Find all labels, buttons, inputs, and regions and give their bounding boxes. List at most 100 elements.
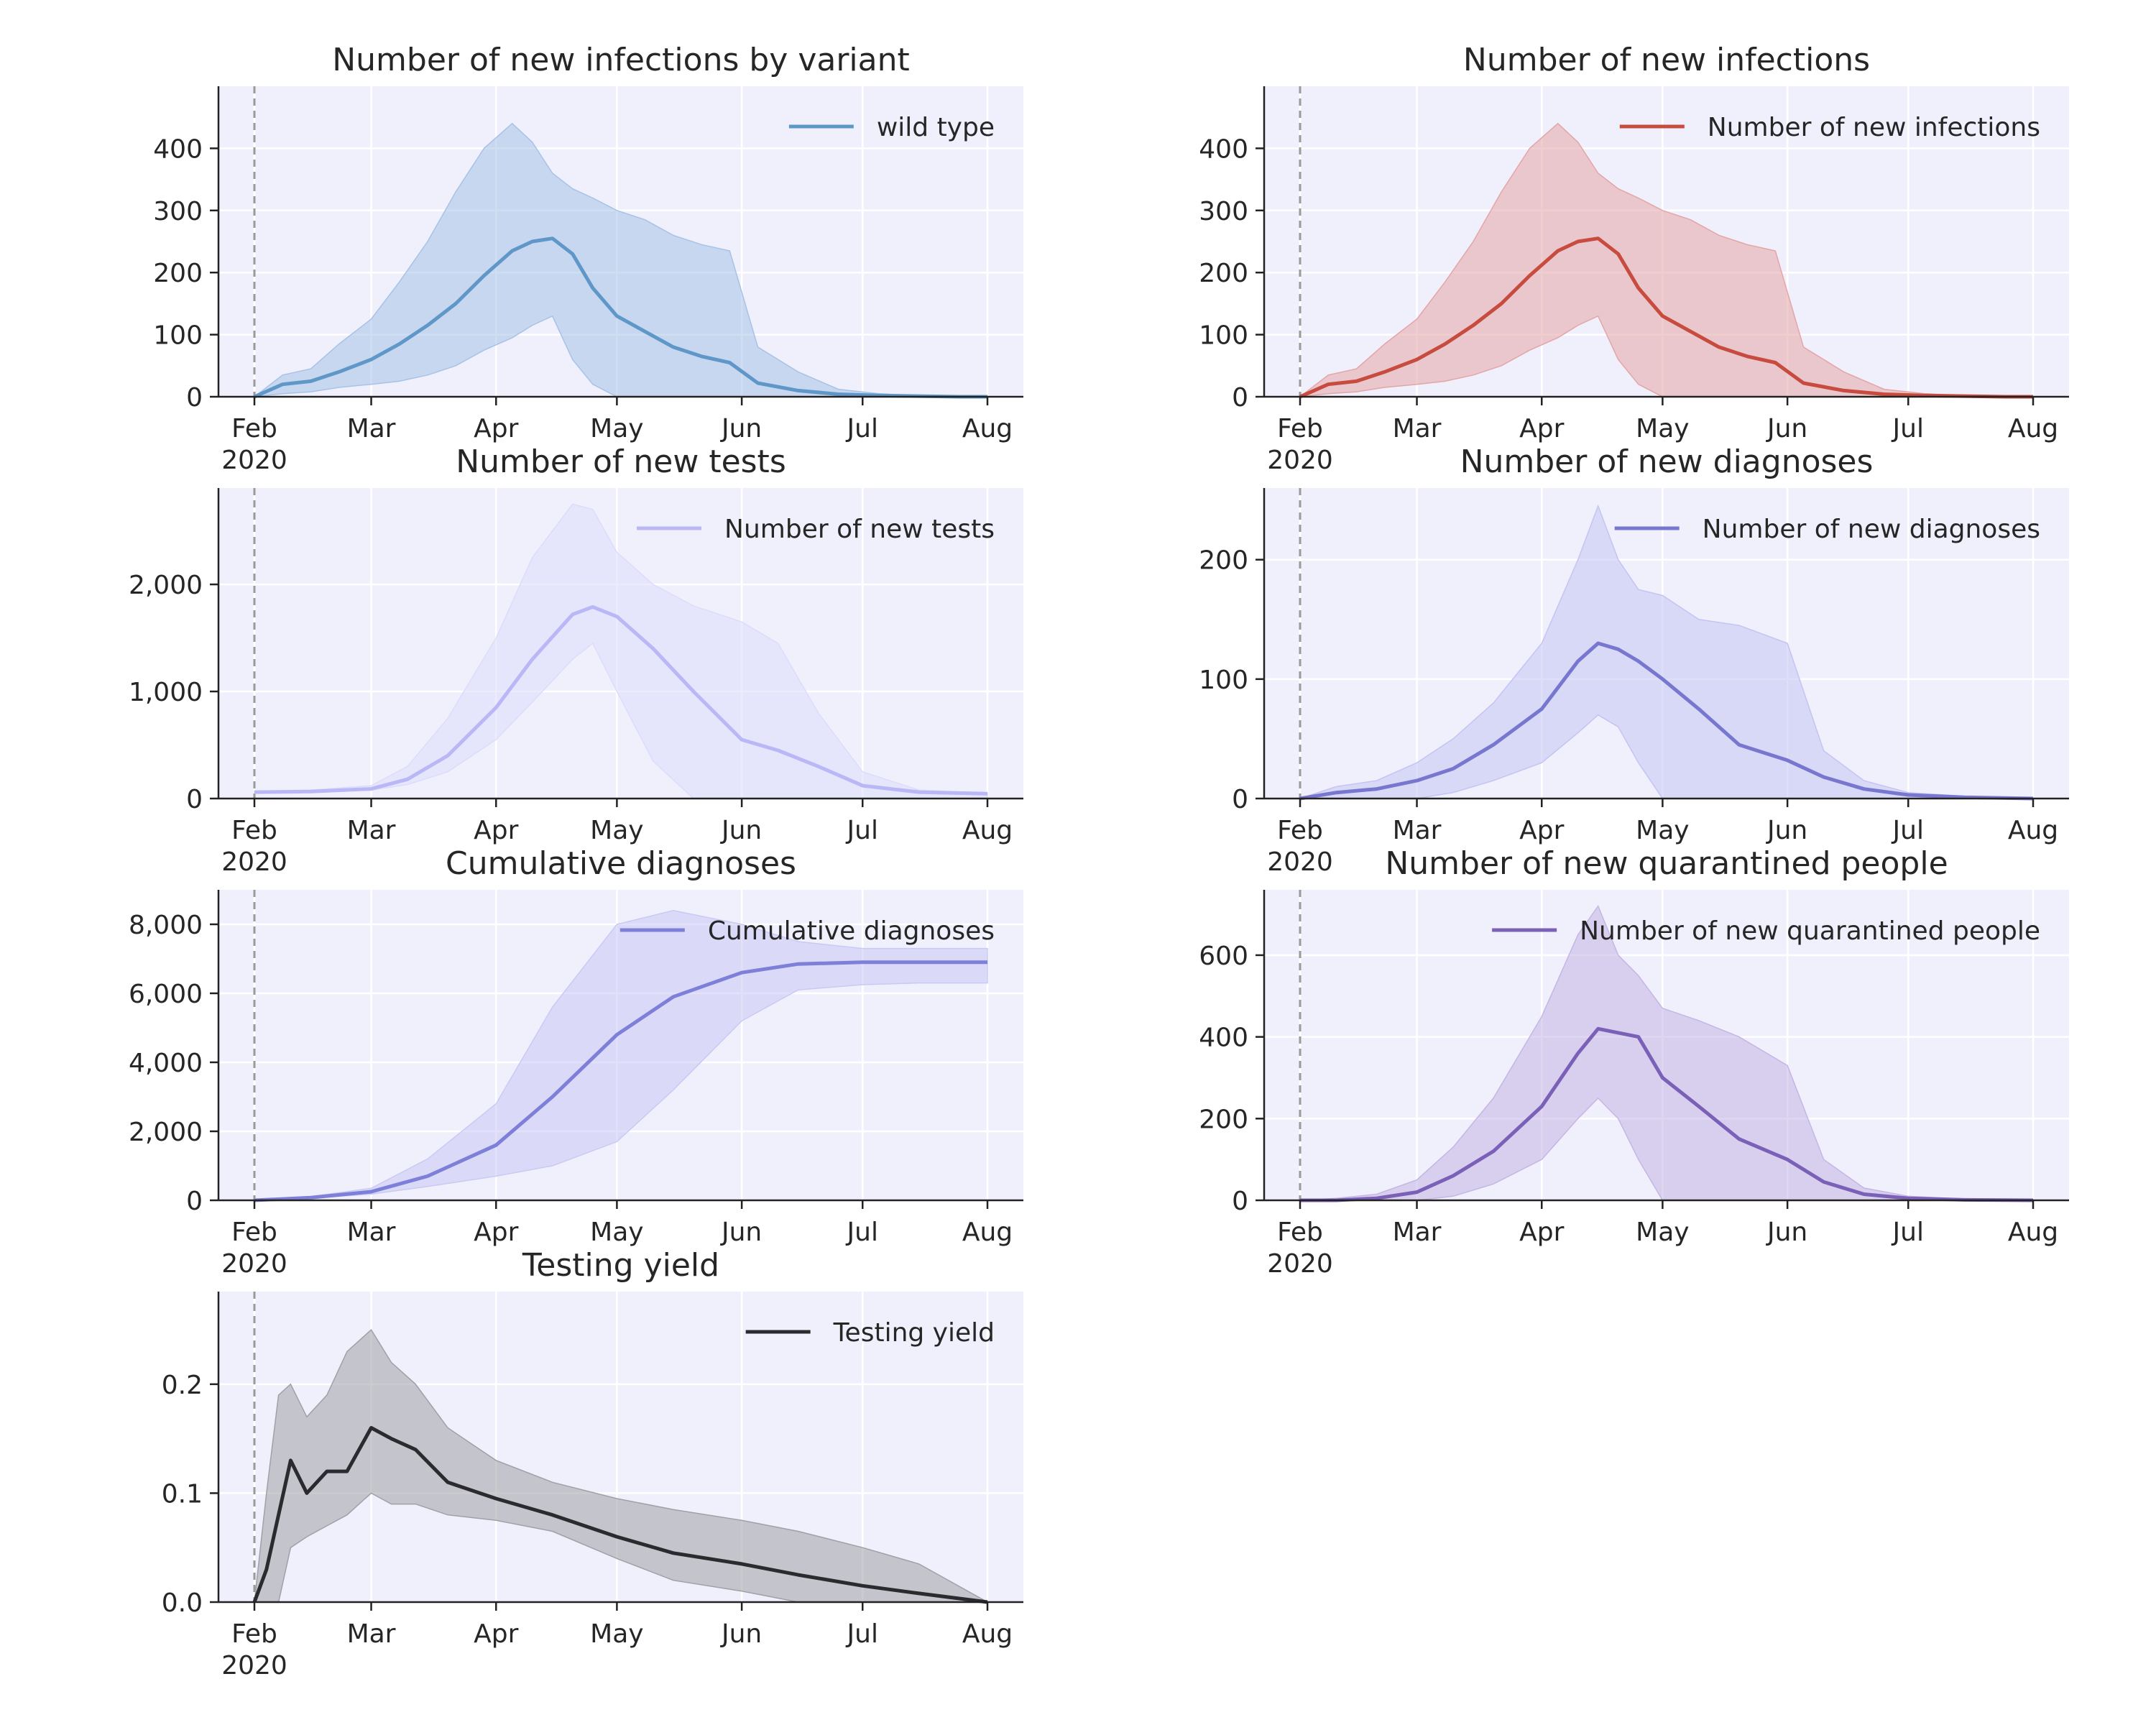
legend-label: Number of new tests	[724, 515, 995, 544]
series-line	[1299, 641, 2034, 801]
y-tick-label: 0	[186, 383, 203, 413]
chart-title: Number of new quarantined people	[1385, 845, 1948, 882]
y-tick-label: 0.1	[162, 1479, 203, 1509]
y-tick-label: 200	[153, 259, 203, 288]
chart-title: Number of new diagnoses	[1460, 443, 1874, 480]
x-tick-label: Jul	[846, 414, 878, 443]
x-tick-label: Apr	[1519, 1218, 1564, 1247]
x-tick-label: Apr	[474, 816, 518, 845]
legend-label: Number of new infections	[1708, 113, 2040, 142]
x-tick-label: Apr	[474, 1619, 518, 1649]
x-tick-label: Jun	[720, 414, 762, 443]
x-tick-label: Apr	[1519, 414, 1564, 443]
legend-label: Testing yield	[833, 1318, 995, 1348]
x-tick-label: Jun	[1766, 816, 1807, 845]
legend-label: Number of new quarantined people	[1580, 916, 2040, 946]
confidence-band	[254, 910, 988, 1201]
y-tick-label: 0	[186, 785, 203, 814]
legend-label: wild type	[877, 113, 995, 142]
x-tick-label: Aug	[962, 414, 1013, 443]
y-tick-label: 2,000	[129, 1118, 203, 1147]
x-tick-label: Jun	[720, 816, 762, 845]
chart-title: Number of new infections	[1463, 42, 1870, 78]
confidence-band	[252, 122, 987, 398]
y-tick-label: 2,000	[129, 571, 203, 600]
x-tick-label: Feb	[231, 1619, 277, 1649]
x-tick-label: Feb	[1277, 816, 1323, 845]
y-tick-label: 100	[153, 321, 203, 351]
x-tick-label: Aug	[2008, 816, 2058, 845]
x-tick-label: Jun	[720, 1619, 762, 1649]
x-tick-label: Feb	[231, 816, 277, 845]
x-tick-label: Aug	[962, 1218, 1013, 1247]
x-tick-label: Mar	[347, 1218, 396, 1247]
x-tick-label: Aug	[2008, 1218, 2058, 1247]
x-year-label: 2020	[1267, 446, 1333, 475]
x-tick-label: Jun	[1766, 414, 1807, 443]
x-tick-label: May	[590, 1218, 643, 1247]
x-tick-label: Feb	[231, 1218, 277, 1247]
y-tick-label: 0	[1232, 383, 1248, 413]
x-tick-label: Jul	[1892, 816, 1924, 845]
confidence-band	[1298, 122, 2033, 398]
y-tick-label: 0	[186, 1187, 203, 1216]
y-tick-label: 400	[153, 134, 203, 164]
chart-panel: 0.0 0.1 0.2 Feb Mar Apr May Jun Jul Aug 2020 Testin…	[162, 1247, 1023, 1680]
legend-label: Number of new diagnoses	[1703, 515, 2040, 544]
y-tick-label: 1,000	[129, 678, 203, 707]
series-line	[1299, 236, 2033, 399]
x-tick-label: Jul	[846, 816, 878, 845]
y-tick-label: 400	[1199, 1024, 1248, 1053]
y-tick-label: 300	[153, 197, 203, 226]
x-tick-label: May	[590, 414, 643, 443]
y-tick-label: 400	[1199, 134, 1248, 164]
x-tick-label: Jun	[1766, 1218, 1807, 1247]
x-tick-label: Feb	[231, 414, 277, 443]
x-tick-label: Aug	[962, 1619, 1013, 1649]
x-tick-label: Jun	[720, 1218, 762, 1247]
x-tick-label: Mar	[1393, 414, 1442, 443]
series-line	[1300, 1026, 2034, 1202]
x-tick-label: Jul	[846, 1619, 878, 1649]
chart-panel: 0 100 200 300 400 Feb Mar Apr May Jun Jul Aug 2020 Nu…	[153, 42, 1023, 475]
chart-title: Number of new tests	[456, 443, 786, 480]
y-tick-label: 6,000	[129, 980, 203, 1009]
series-line	[254, 604, 988, 796]
x-tick-label: Apr	[1519, 816, 1564, 845]
legend-label: Cumulative diagnoses	[708, 916, 995, 946]
x-tick-label: May	[590, 1619, 643, 1649]
y-tick-label: 100	[1199, 321, 1248, 351]
y-tick-label: 0.0	[162, 1588, 203, 1618]
chart-panel: 0 200 400 600 Feb Mar Apr May Jun Jul Aug 2020 Numbe…	[1199, 845, 2069, 1279]
chart-panel: 0 2,000 4,000 6,000 8,000 Feb Mar Apr May Jun Jul A…	[129, 845, 1023, 1279]
y-tick-label: 200	[1199, 259, 1248, 288]
x-tick-label: Mar	[347, 1619, 396, 1649]
y-tick-label: 0	[1232, 1187, 1248, 1216]
x-tick-label: Mar	[1393, 1218, 1442, 1247]
x-tick-label: Jul	[846, 1218, 878, 1247]
series-line	[254, 960, 987, 1202]
x-tick-label: May	[1636, 1218, 1689, 1247]
y-tick-label: 200	[1199, 546, 1248, 576]
series-line	[253, 236, 987, 399]
x-tick-label: May	[1636, 816, 1689, 845]
x-tick-label: Mar	[1393, 816, 1442, 845]
x-year-label: 2020	[221, 847, 287, 877]
chart-panel: 0 100 200 300 400 Feb Mar Apr May Jun Jul Aug 2020 Nu…	[1199, 42, 2069, 475]
chart-title: Number of new infections by variant	[332, 42, 910, 78]
x-tick-label: Aug	[962, 816, 1013, 845]
y-tick-label: 0.2	[162, 1371, 203, 1400]
x-tick-label: Jul	[1892, 414, 1924, 443]
series-line	[252, 1426, 988, 1604]
x-tick-label: Mar	[347, 816, 396, 845]
y-tick-label: 0	[1232, 785, 1248, 814]
x-tick-label: May	[590, 816, 643, 845]
x-tick-label: Feb	[1277, 1218, 1323, 1247]
x-tick-label: Apr	[474, 1218, 518, 1247]
y-tick-label: 300	[1199, 197, 1248, 226]
x-year-label: 2020	[221, 1651, 287, 1680]
y-tick-label: 4,000	[129, 1049, 203, 1078]
x-year-label: 2020	[1267, 847, 1333, 877]
y-tick-label: 8,000	[129, 911, 203, 940]
